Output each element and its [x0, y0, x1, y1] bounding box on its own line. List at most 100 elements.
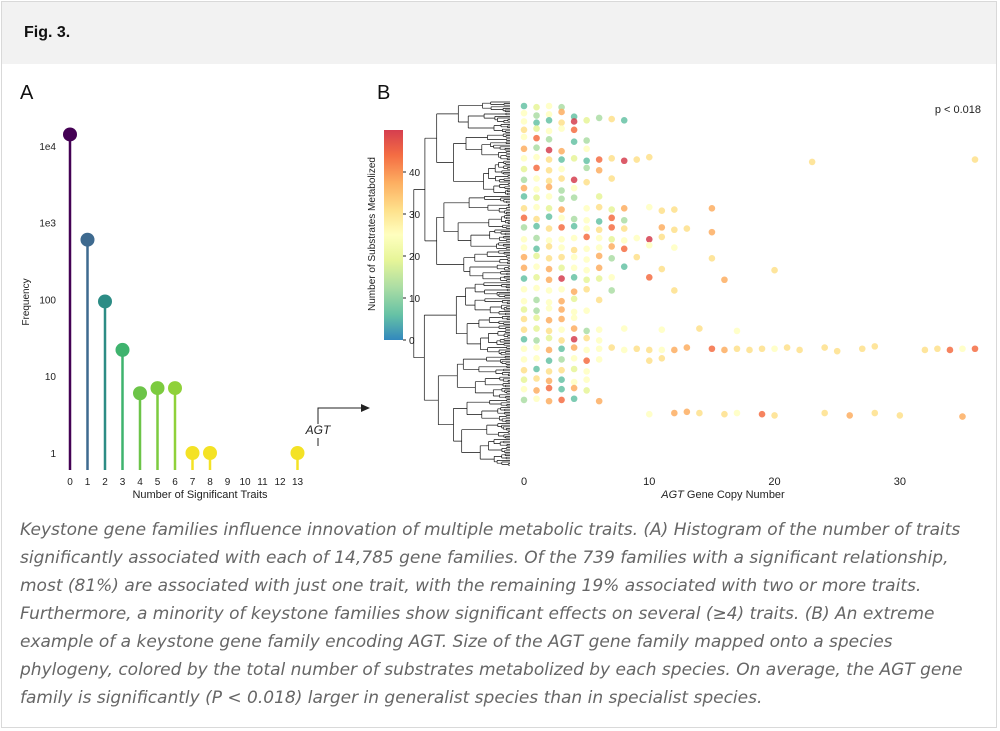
scatter-point: [558, 125, 565, 132]
scatter-point: [608, 206, 615, 213]
scatter-point: [570, 215, 578, 223]
scatter-point: [533, 354, 540, 362]
scatter-point: [733, 345, 741, 353]
scatter-point: [595, 193, 603, 200]
scatter-point: [558, 147, 565, 155]
lollipop-head: [98, 294, 112, 309]
panel-a-xtick-label: 2: [102, 477, 108, 488]
panel-a-letter: A: [20, 82, 34, 104]
scatter-point: [570, 234, 578, 242]
colorbar-tick-label: 40: [409, 168, 421, 179]
scatter-point: [520, 297, 528, 305]
scatter-point: [583, 387, 590, 394]
scatter-point: [683, 225, 691, 232]
scatter-point: [583, 216, 590, 224]
colorbar: [384, 130, 403, 340]
scatter-point: [545, 193, 553, 200]
scatter-point: [570, 354, 578, 362]
panel-b-letter: B: [377, 82, 390, 104]
scatter-point: [520, 126, 528, 134]
panel-b-xlabel-italic: AGT: [660, 489, 685, 501]
panel-b-xlabel: AGT Gene Copy Number: [660, 489, 785, 501]
scatter-point: [545, 243, 553, 250]
scatter-point: [545, 327, 553, 335]
scatter-point: [583, 178, 590, 186]
scatter-point: [658, 224, 666, 231]
scatter-point: [558, 264, 565, 272]
scatter-point: [570, 155, 578, 162]
scatter-point: [558, 195, 565, 203]
scatter-point: [520, 253, 528, 261]
scatter-point: [896, 412, 904, 419]
scatter-point: [570, 344, 578, 351]
scatter-point: [520, 145, 528, 153]
scatter-point: [533, 296, 540, 304]
panel-b-xtick-label: 0: [521, 476, 527, 488]
scatter-point: [846, 412, 854, 419]
scatter-point: [595, 356, 603, 363]
scatter-point: [520, 244, 528, 251]
scatter-point: [645, 274, 653, 281]
scatter-point: [545, 299, 553, 306]
scatter-point: [633, 234, 641, 242]
scatter-point: [608, 224, 615, 231]
scatter-point: [946, 346, 954, 354]
scatter-point: [520, 102, 528, 110]
scatter-point: [696, 325, 703, 332]
scatter-point: [595, 156, 603, 163]
scatter-point: [708, 345, 716, 353]
panel-a-ytick-label: 100: [39, 295, 56, 306]
scatter-point: [608, 287, 615, 294]
scatter-point: [545, 225, 553, 232]
scatter-point: [558, 356, 565, 363]
scatter-point: [758, 345, 766, 353]
scatter-point: [583, 334, 590, 342]
scatter-point: [583, 276, 590, 284]
panel-a-xtick-label: 13: [292, 477, 304, 488]
scatter-point: [520, 165, 528, 173]
scatter-point: [533, 203, 540, 211]
scatter-point: [545, 205, 553, 212]
scatter-point: [783, 344, 791, 351]
scatter-point: [533, 103, 540, 111]
scatter-point: [671, 346, 678, 354]
lollipop-head: [203, 446, 217, 460]
panel-a-xtick-label: 5: [155, 477, 161, 488]
scatter-point: [520, 133, 528, 141]
scatter-point: [545, 237, 553, 244]
scatter-point: [520, 315, 528, 323]
scatter-point: [558, 315, 565, 323]
scatter-point: [608, 344, 615, 351]
agt-arrowhead: [361, 404, 370, 412]
scatter-point: [545, 116, 553, 124]
scatter-point: [533, 144, 540, 151]
scatter-point: [558, 187, 565, 194]
scatter-point: [658, 233, 666, 241]
scatter-point: [708, 228, 716, 236]
scatter-point: [570, 365, 578, 373]
scatter-point: [821, 344, 828, 351]
scatter-point: [533, 222, 540, 230]
scatter-point: [583, 285, 590, 293]
scatter-point: [558, 326, 565, 334]
scatter-point: [520, 326, 528, 334]
scatter-point: [671, 206, 678, 213]
scatter-point: [620, 157, 628, 165]
panel-b-xtick-label: 30: [894, 476, 906, 488]
lollipop-head: [185, 446, 200, 460]
panel-a-ytick-label: 1: [50, 449, 56, 460]
figure-header: Fig. 3.: [2, 2, 996, 64]
scatter-point: [533, 252, 540, 260]
panel-a-ylabel: Frequency: [21, 278, 32, 325]
scatter-point: [533, 153, 540, 161]
scatter-point: [545, 183, 553, 191]
scatter-point: [583, 137, 590, 144]
scatter-point: [583, 376, 590, 384]
scatter-point: [595, 337, 603, 344]
scatter-point: [633, 345, 641, 353]
scatter-point: [545, 265, 553, 273]
scatter-point: [520, 275, 528, 282]
scatter-point: [558, 285, 565, 293]
scatter-point: [583, 256, 590, 263]
